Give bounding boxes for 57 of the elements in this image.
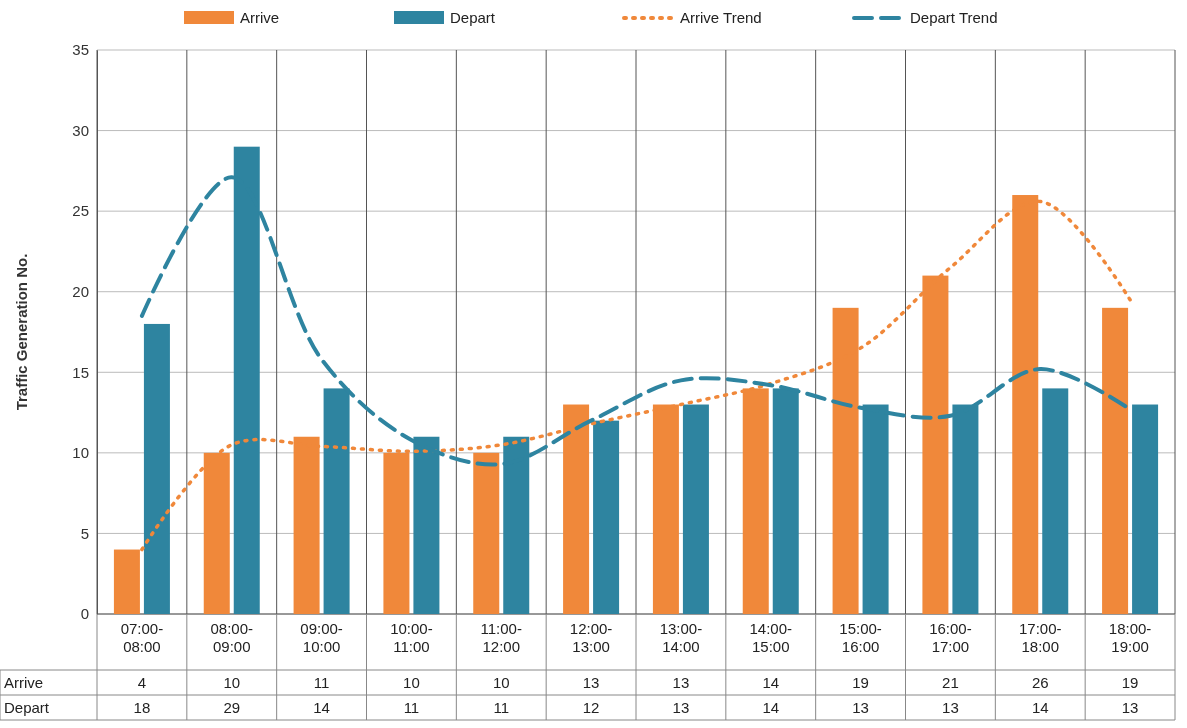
bar: [473, 452, 500, 614]
bar: [1132, 404, 1159, 614]
data-label: 11: [493, 699, 510, 716]
data-label: 29: [223, 699, 241, 716]
data-label: 4: [137, 674, 147, 691]
x-tick-label: 07:00-08:00: [120, 620, 164, 655]
data-label: 19: [852, 674, 869, 691]
y-tick-label: 35: [72, 41, 89, 59]
data-label: 13: [1121, 699, 1139, 716]
data-label: 13: [852, 699, 869, 716]
data-label: 13: [942, 699, 959, 716]
text: Arrive: [4, 674, 44, 691]
data-label: 10: [492, 674, 510, 691]
bar: [682, 404, 709, 614]
y-tick-label: 20: [72, 283, 89, 301]
x-tick-label: 16:00-17:00: [929, 620, 972, 655]
legend-label: Arrive Trend: [680, 9, 762, 26]
bar: [143, 323, 170, 614]
data-label: 14: [313, 699, 330, 716]
bar: [1042, 388, 1069, 614]
x-tick-label: 17:00-18:00: [1018, 620, 1062, 655]
x-tick-label: 12:00-13:00: [569, 620, 613, 655]
x-tick-label: 08:00-09:00: [210, 620, 254, 655]
data-label: 18: [133, 699, 151, 716]
data-label: 12: [582, 699, 600, 716]
data-label: 19: [1121, 674, 1139, 691]
legend-label: Depart Trend: [910, 9, 998, 26]
x-tick-label: 10:00-11:00: [390, 620, 433, 655]
data-label: 21: [942, 674, 959, 691]
x-tick-label: 11:00-12:00: [480, 620, 522, 655]
y-tick-label: 0: [80, 605, 89, 623]
y-axis-title: Traffic Generation No.: [13, 253, 30, 411]
x-tick-label: 18:00-19:00: [1108, 620, 1152, 655]
data-label: 13: [582, 674, 600, 691]
text: Depart: [4, 699, 50, 716]
x-tick-label: 15:00-16:00: [839, 620, 882, 655]
data-label: 14: [762, 674, 780, 691]
y-tick-label: 15: [72, 363, 89, 381]
data-label: 11: [313, 674, 330, 691]
x-tick-label: 13:00-14:00: [659, 620, 703, 655]
data-label: 14: [1031, 699, 1049, 716]
x-tick-label: 14:00-15:00: [749, 620, 793, 655]
y-tick-label: 5: [80, 524, 89, 542]
data-label: 14: [762, 699, 780, 716]
y-tick-label: 25: [72, 202, 89, 220]
data-label: 11: [403, 699, 420, 716]
legend-label: Depart: [450, 9, 496, 26]
data-label: 13: [672, 699, 690, 716]
data-label: 10: [223, 674, 241, 691]
y-tick-label: 10: [72, 444, 89, 462]
data-label: 26: [1031, 674, 1049, 691]
y-tick-label: 30: [72, 121, 89, 139]
bar: [1102, 307, 1129, 614]
data-label: 10: [403, 674, 420, 691]
data-label: 13: [672, 674, 690, 691]
x-tick-label: 09:00-10:00: [300, 620, 343, 655]
legend-label: Arrive: [240, 9, 280, 26]
